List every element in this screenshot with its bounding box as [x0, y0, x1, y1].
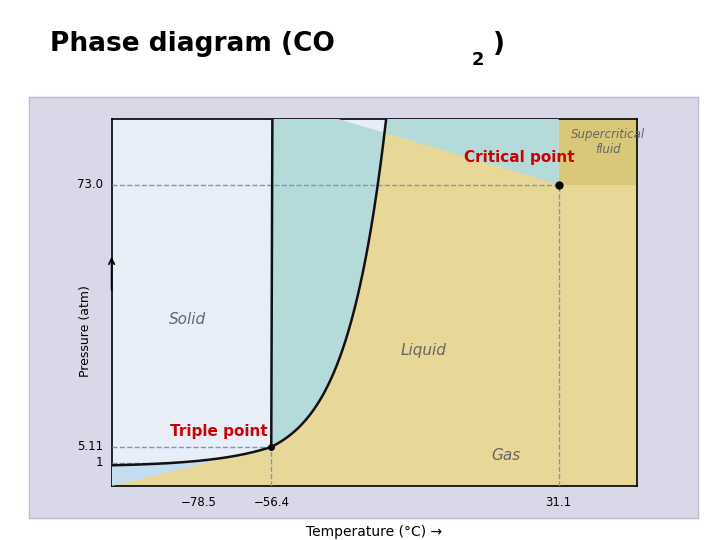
Text: 2: 2: [472, 51, 484, 69]
Text: Phase diagram (CO: Phase diagram (CO: [50, 31, 336, 57]
Text: 5.11: 5.11: [77, 441, 104, 454]
Text: Critical point: Critical point: [464, 150, 575, 165]
Text: −78.5: −78.5: [181, 496, 217, 509]
Text: Supercritical
fluid: Supercritical fluid: [570, 128, 644, 156]
Text: Triple point: Triple point: [170, 424, 268, 439]
Polygon shape: [271, 99, 559, 447]
Text: −56.4: −56.4: [253, 496, 289, 509]
Text: 1: 1: [96, 456, 104, 469]
Text: 73.0: 73.0: [77, 178, 104, 191]
Polygon shape: [112, 0, 637, 486]
Polygon shape: [112, 80, 272, 486]
Text: Pressure (atm): Pressure (atm): [78, 286, 92, 377]
Text: Gas: Gas: [491, 448, 521, 463]
Polygon shape: [559, 80, 637, 185]
Text: Temperature (°C) →: Temperature (°C) →: [306, 525, 443, 539]
Text: 31.1: 31.1: [546, 496, 572, 509]
Text: Liquid: Liquid: [401, 343, 446, 358]
Text: Solid: Solid: [168, 312, 206, 327]
Text: ): ): [493, 31, 505, 57]
